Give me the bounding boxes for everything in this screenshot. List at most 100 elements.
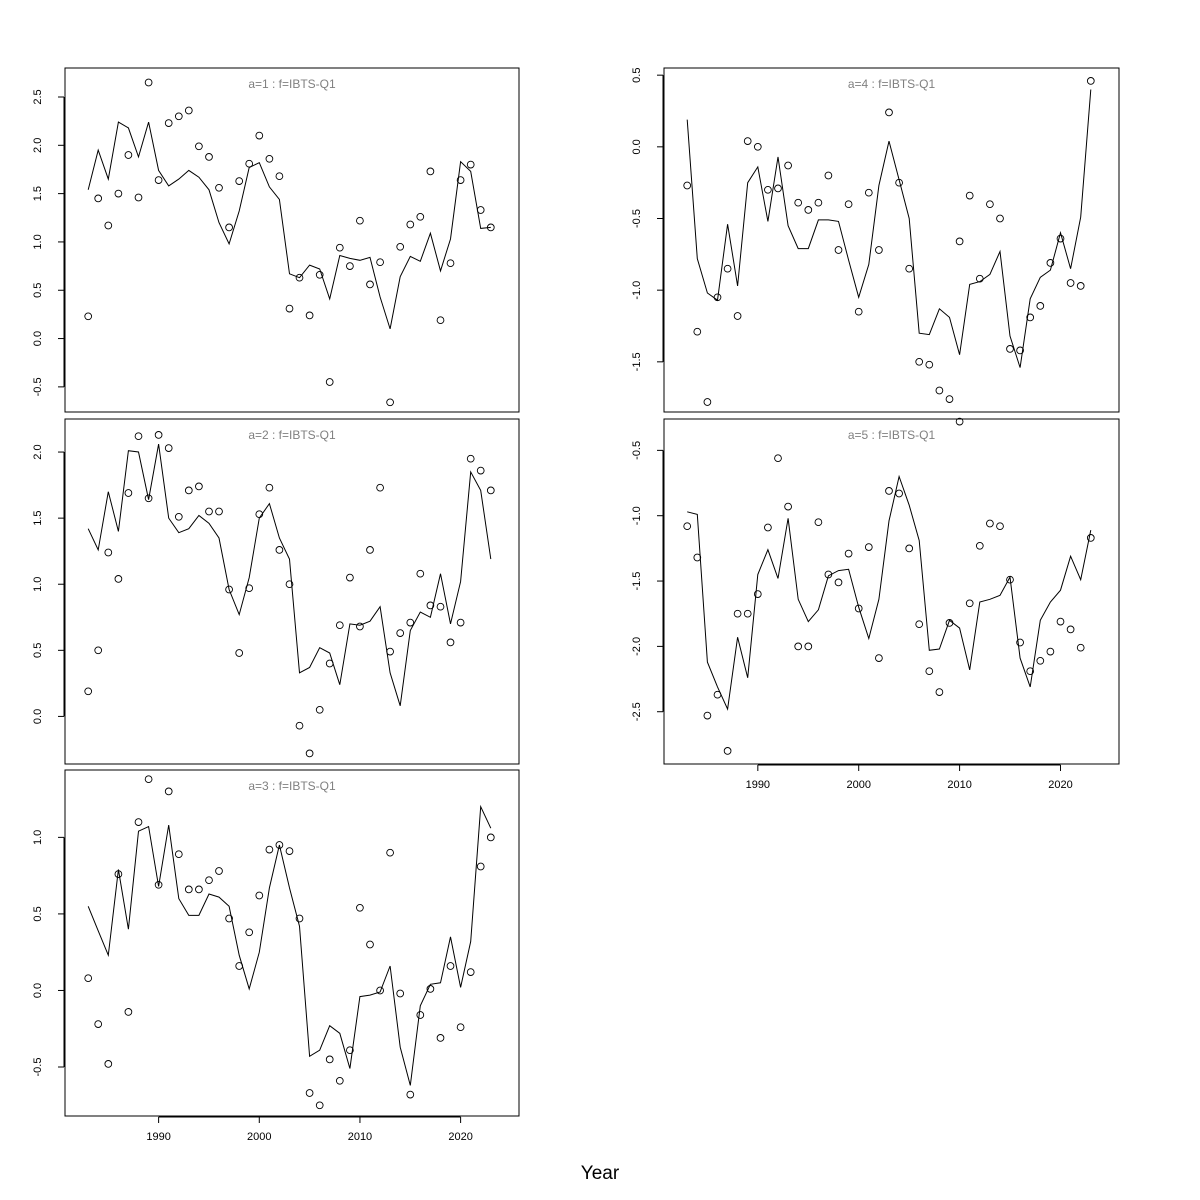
observed-point [295, 914, 304, 923]
observed-point [275, 841, 284, 849]
observed-point [986, 200, 994, 209]
observed-point [144, 494, 153, 503]
observed-point [703, 398, 712, 406]
observed-point [743, 609, 752, 618]
observed-point [215, 867, 223, 875]
observed-point [195, 885, 203, 894]
observed-point [1016, 346, 1024, 355]
observed-point [814, 198, 823, 207]
observed-point [764, 185, 772, 194]
x-tick-label: 2010 [947, 779, 971, 791]
observed-point [295, 721, 304, 730]
observed-point [104, 548, 113, 557]
observed-point [486, 223, 495, 232]
observed-point [895, 489, 903, 498]
y-tick-label: 0.0 [32, 331, 44, 346]
observed-point [935, 688, 944, 696]
observed-point [975, 541, 984, 550]
observed-point [205, 876, 213, 885]
observed-point [94, 1020, 103, 1028]
observed-point [295, 273, 304, 282]
observed-point [834, 246, 843, 254]
observed-point [366, 940, 374, 949]
observed-point [335, 243, 344, 252]
x-axis-label: Year [581, 1163, 620, 1184]
observed-point [1066, 279, 1075, 287]
observed-point [1056, 234, 1065, 243]
x-tick-label: 2020 [1048, 779, 1072, 791]
observed-point [875, 654, 883, 662]
observed-point [915, 357, 924, 366]
panel-a4-fitted-line [686, 89, 1092, 368]
observed-point [446, 638, 455, 647]
panel-a2-frame [64, 418, 520, 765]
observed-point [255, 510, 264, 519]
y-tick-label: 1.0 [32, 234, 44, 249]
observed-point [875, 246, 883, 254]
observed-point [996, 214, 1004, 223]
observed-point [476, 862, 485, 871]
observed-point [346, 262, 354, 270]
observed-point [834, 578, 843, 587]
observed-point [905, 264, 914, 273]
observed-point [784, 502, 792, 511]
observed-point [733, 609, 742, 618]
panel-a5-fitted-line [687, 474, 1092, 711]
y-tick-label: -1.0 [631, 281, 643, 300]
observed-point [844, 549, 853, 558]
y-tick-label: 0.0 [32, 709, 44, 724]
panel-a2-title: a=2 : f=IBTS-Q1 [248, 428, 336, 442]
x-tick-label: 1990 [146, 1131, 170, 1143]
observed-point [184, 885, 193, 894]
observed-point [426, 601, 435, 610]
observed-point [794, 198, 803, 207]
panel-a3-frame [64, 769, 520, 1117]
observed-point [703, 711, 712, 720]
y-tick-label: -0.5 [32, 377, 44, 396]
observed-point [895, 178, 903, 187]
observed-point [366, 280, 374, 289]
observed-point [1086, 77, 1095, 85]
observed-point [215, 183, 223, 192]
observed-point [1026, 667, 1035, 676]
observed-point [723, 747, 732, 755]
observed-point [804, 642, 813, 651]
observed-point [114, 189, 123, 198]
y-tick-label: 1.5 [32, 510, 44, 525]
observed-point [174, 512, 183, 521]
observed-point [406, 618, 415, 627]
observed-point [134, 193, 143, 202]
observed-point [446, 259, 455, 268]
observed-point [114, 575, 123, 583]
observed-point [1046, 647, 1055, 656]
observed-point [84, 687, 93, 696]
observed-point [94, 646, 103, 655]
panel-a3-title: a=3 : f=IBTS-Q1 [248, 779, 336, 793]
observed-point [905, 544, 914, 553]
observed-point [305, 749, 314, 758]
observed-point [346, 1046, 354, 1055]
observed-point [406, 220, 415, 229]
observed-point [386, 848, 394, 857]
observed-point [945, 395, 954, 403]
observed-point [854, 307, 863, 316]
observed-point [225, 914, 233, 923]
observed-point [456, 176, 465, 184]
observed-point [235, 962, 244, 970]
observed-point [476, 466, 485, 475]
observed-point [376, 986, 384, 995]
y-tick-label: 2.0 [32, 138, 44, 153]
observed-point [325, 1055, 334, 1064]
observed-point [346, 573, 354, 582]
y-tick-label: -2.5 [631, 702, 643, 721]
observed-point [265, 154, 274, 163]
x-tick-label: 1990 [746, 779, 770, 791]
panel-a1: a=1 : f=IBTS-Q1 -0.5 0.0 0.5 1.0 1.5 2.0 2.5 [32, 67, 520, 413]
observed-point [245, 928, 254, 937]
observed-point [104, 1060, 113, 1068]
observed-point [864, 543, 873, 551]
observed-point [1026, 313, 1035, 322]
observed-point [466, 968, 475, 976]
panel-a4-frame [663, 67, 1120, 413]
